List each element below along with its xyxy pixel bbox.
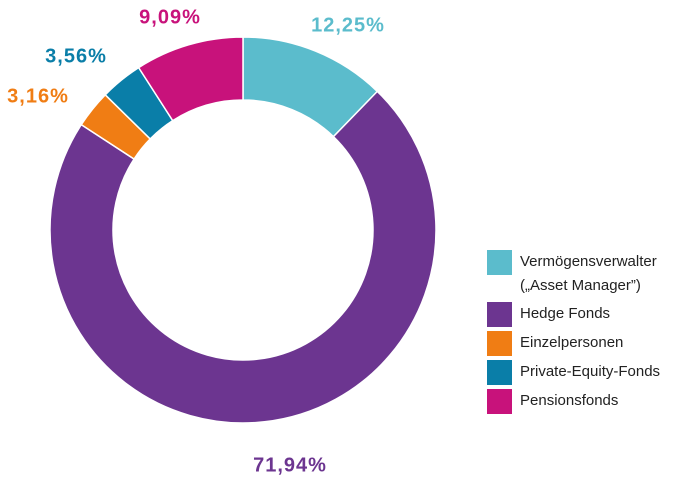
- legend-item: Hedge Fonds: [487, 302, 679, 327]
- legend-label: Einzelpersonen: [520, 334, 624, 351]
- value-label: 3,16%: [7, 85, 69, 107]
- value-label: 12,25%: [311, 14, 385, 36]
- legend-label: Vermögensverwalter („Asset Manager”): [520, 253, 657, 294]
- legend-item: Private-Equity-Fonds: [487, 360, 679, 385]
- legend-swatch: [487, 302, 512, 327]
- legend-swatch: [487, 360, 512, 385]
- value-label: 9,09%: [139, 6, 201, 28]
- legend-item: Vermögensverwalter („Asset Manager”): [487, 250, 679, 298]
- donut-segment: [49, 90, 437, 424]
- legend-item: Pensionsfonds: [487, 389, 679, 414]
- legend-label: Private-Equity-Fonds: [520, 363, 661, 380]
- legend-swatch: [487, 250, 512, 275]
- value-label: 3,56%: [45, 45, 107, 67]
- legend-label: Pensionsfonds: [520, 392, 619, 409]
- legend-item: Einzelpersonen: [487, 331, 679, 356]
- donut-segment: [137, 36, 244, 122]
- legend-swatch: [487, 331, 512, 356]
- legend-label: Hedge Fonds: [520, 305, 611, 322]
- legend-swatch: [487, 389, 512, 414]
- legend: Vermögensverwalter („Asset Manager”) Hedg…: [487, 250, 679, 418]
- value-label: 71,94%: [253, 454, 327, 476]
